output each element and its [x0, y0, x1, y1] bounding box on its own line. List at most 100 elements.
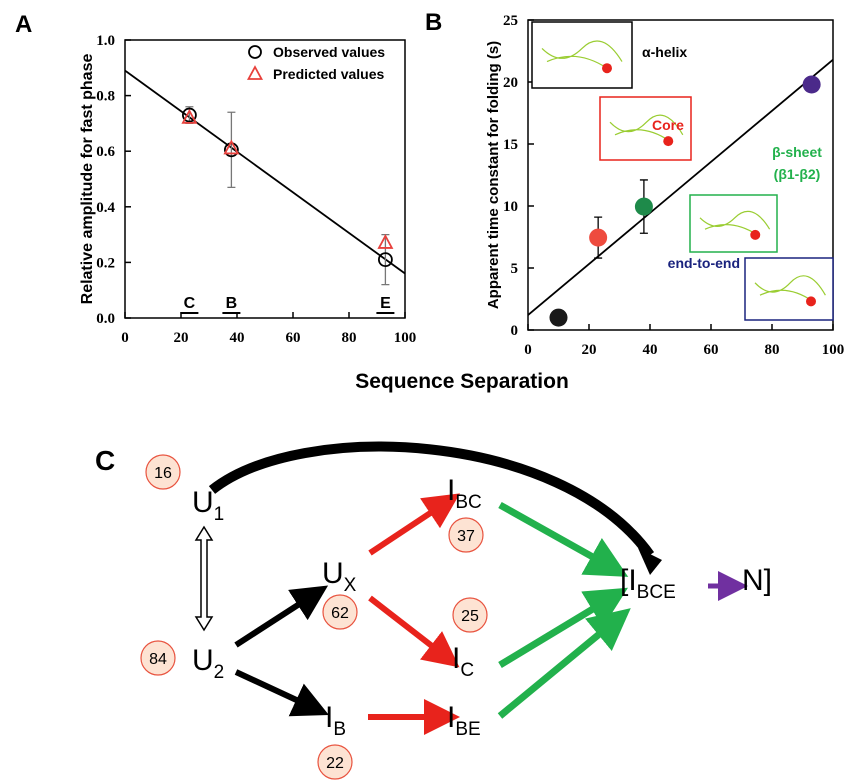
panel-letter: B	[425, 9, 442, 36]
x-tick-label: 80	[765, 342, 780, 358]
point	[802, 75, 821, 94]
panel-letter: C	[95, 445, 115, 476]
x-tick-label: 0	[121, 330, 129, 346]
point	[223, 139, 240, 155]
node-sub: BCE	[637, 582, 676, 603]
node-main: [I	[620, 564, 637, 597]
node-label: IBC	[447, 474, 482, 513]
y-tick-label: 0.2	[96, 255, 115, 271]
badge	[317, 744, 353, 780]
arrow	[368, 493, 461, 556]
node-label: U2	[192, 644, 224, 683]
point	[589, 228, 608, 247]
point	[377, 234, 394, 249]
plot-frame	[124, 39, 406, 319]
point	[549, 308, 568, 327]
arrow	[497, 608, 631, 719]
node-sub: BE	[455, 719, 480, 740]
inset-residue	[663, 136, 674, 147]
double-arrow	[194, 525, 214, 632]
y-tick-label: 5	[511, 261, 519, 277]
x-tick-label: 100	[822, 342, 845, 358]
inset-residue	[602, 63, 612, 74]
x-tick-label: 60	[704, 342, 719, 358]
node-main: I	[447, 474, 455, 507]
y-tick-label: 10	[503, 199, 518, 215]
node-main: I	[452, 642, 460, 675]
badge-label: 16	[154, 465, 172, 482]
legend-marker	[246, 65, 264, 80]
point	[223, 142, 239, 158]
legend-label: Predicted values	[273, 66, 384, 82]
inset-frame	[531, 21, 633, 89]
legend-marker	[248, 45, 262, 59]
node-label: N]	[742, 564, 772, 597]
badge	[452, 597, 488, 633]
node-sub: 2	[214, 662, 225, 683]
node-label: IB	[325, 701, 346, 740]
x-tick-label: 40	[643, 342, 658, 358]
inset-residue	[806, 296, 816, 307]
node-main: N]	[742, 564, 772, 597]
node-sub: 1	[214, 504, 225, 525]
point	[181, 108, 198, 124]
x-tick-label: 20	[174, 330, 189, 346]
arrow	[498, 501, 629, 577]
inset-label: β-sheet	[772, 144, 822, 160]
node-label: IC	[452, 642, 474, 681]
y-axis-label: Relative amplitude for fast phase	[79, 54, 96, 305]
fit-line	[124, 69, 406, 275]
node-sub: B	[333, 719, 346, 740]
y-axis-label: Apparent time constant for folding (s)	[485, 41, 502, 309]
node-main: U	[192, 644, 214, 677]
badge-label: 22	[326, 755, 344, 772]
y-tick-label: 0.4	[96, 200, 115, 216]
annotation: C	[184, 295, 196, 312]
node-main: I	[325, 701, 333, 734]
node-label: UX	[322, 557, 357, 596]
node-label: IBE	[447, 701, 481, 740]
fit-line	[527, 58, 834, 316]
inset-frame	[744, 257, 834, 321]
inset-frame	[599, 96, 692, 161]
badge	[140, 640, 176, 676]
x-tick-label: 60	[286, 330, 301, 346]
y-tick-label: 0.6	[96, 144, 115, 160]
badge-label: 25	[461, 608, 479, 625]
plot-frame	[527, 19, 834, 331]
node-main: I	[447, 701, 455, 734]
x-tick-label: 100	[394, 330, 417, 346]
point	[634, 197, 653, 216]
badge	[145, 454, 181, 490]
inset-label: Core	[652, 117, 684, 133]
annotation: E	[380, 295, 391, 312]
node-sub: C	[460, 660, 474, 681]
arrow	[234, 585, 329, 648]
node-sub: BC	[455, 492, 481, 513]
badge-label: 37	[457, 528, 475, 545]
x-tick-label: 80	[342, 330, 357, 346]
y-tick-label: 0.0	[96, 311, 115, 327]
badge	[448, 517, 484, 553]
point	[377, 252, 393, 268]
node-label: [IBCE	[620, 564, 676, 603]
annotation: B	[226, 295, 238, 312]
error-bar	[227, 111, 236, 188]
inset-frame	[689, 194, 778, 253]
legend-label: Observed values	[273, 44, 385, 60]
node-main: U	[322, 557, 344, 590]
node-label: U1	[192, 486, 224, 525]
y-tick-label: 20	[503, 75, 518, 91]
inset-structure	[541, 40, 623, 69]
inset-label: (β1-β2)	[774, 166, 821, 182]
arrow	[368, 595, 460, 668]
inset-residue	[750, 229, 761, 240]
node-sub: X	[344, 575, 357, 596]
big-arrow	[208, 441, 655, 558]
inset-label: end-to-end	[668, 255, 740, 271]
arrow	[498, 587, 628, 668]
point	[181, 107, 197, 123]
node-main: U	[192, 486, 214, 519]
y-tick-label: 15	[503, 137, 518, 153]
x-tick-label: 0	[524, 342, 532, 358]
